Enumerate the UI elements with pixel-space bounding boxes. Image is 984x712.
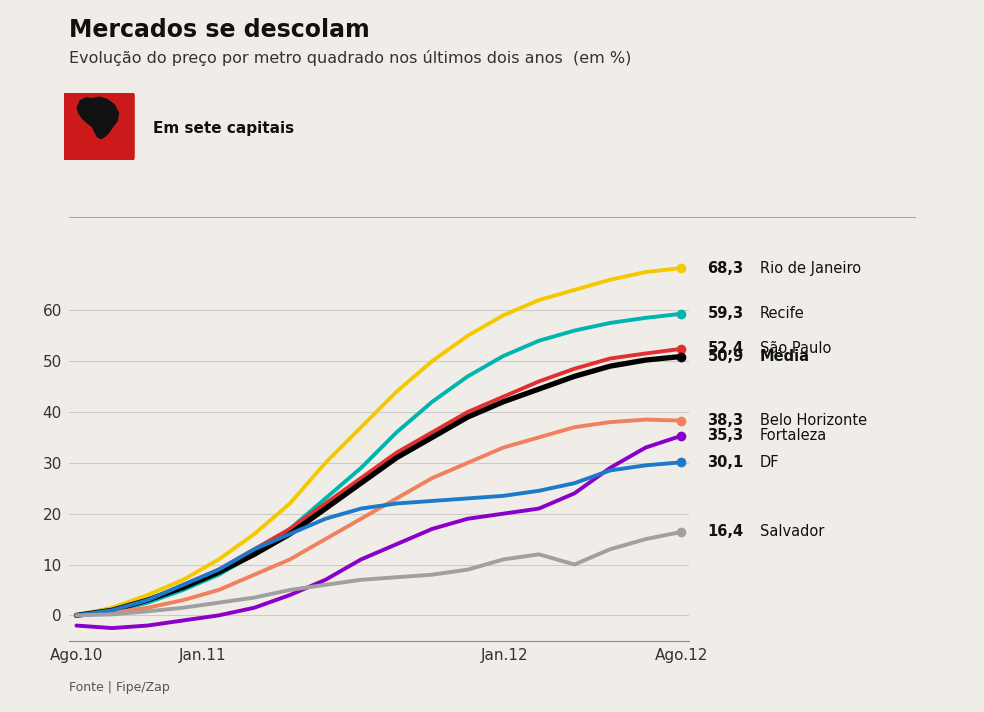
Text: São Paulo: São Paulo bbox=[760, 341, 831, 357]
Text: Evolução do preço por metro quadrado nos últimos dois anos  (em %): Evolução do preço por metro quadrado nos… bbox=[69, 50, 632, 66]
Text: 68,3: 68,3 bbox=[707, 261, 744, 276]
FancyBboxPatch shape bbox=[58, 90, 135, 162]
Text: 52,4: 52,4 bbox=[707, 341, 744, 357]
Text: Rio de Janeiro: Rio de Janeiro bbox=[760, 261, 861, 276]
Text: 30,1: 30,1 bbox=[707, 455, 744, 470]
Text: Belo Horizonte: Belo Horizonte bbox=[760, 413, 867, 428]
Text: 16,4: 16,4 bbox=[707, 525, 744, 540]
Text: Salvador: Salvador bbox=[760, 525, 825, 540]
Text: 59,3: 59,3 bbox=[707, 306, 744, 321]
Polygon shape bbox=[78, 98, 119, 139]
Text: Mercados se descolam: Mercados se descolam bbox=[69, 18, 370, 42]
Text: 38,3: 38,3 bbox=[707, 413, 744, 428]
Text: Média: Média bbox=[760, 349, 810, 364]
Text: Fortaleza: Fortaleza bbox=[760, 429, 828, 444]
Text: Recife: Recife bbox=[760, 306, 805, 321]
Text: DF: DF bbox=[760, 455, 779, 470]
Text: Em sete capitais: Em sete capitais bbox=[153, 120, 293, 136]
Text: 35,3: 35,3 bbox=[707, 429, 744, 444]
Text: Fonte | Fipe/Zap: Fonte | Fipe/Zap bbox=[69, 681, 169, 694]
Text: 50,9: 50,9 bbox=[707, 349, 744, 364]
